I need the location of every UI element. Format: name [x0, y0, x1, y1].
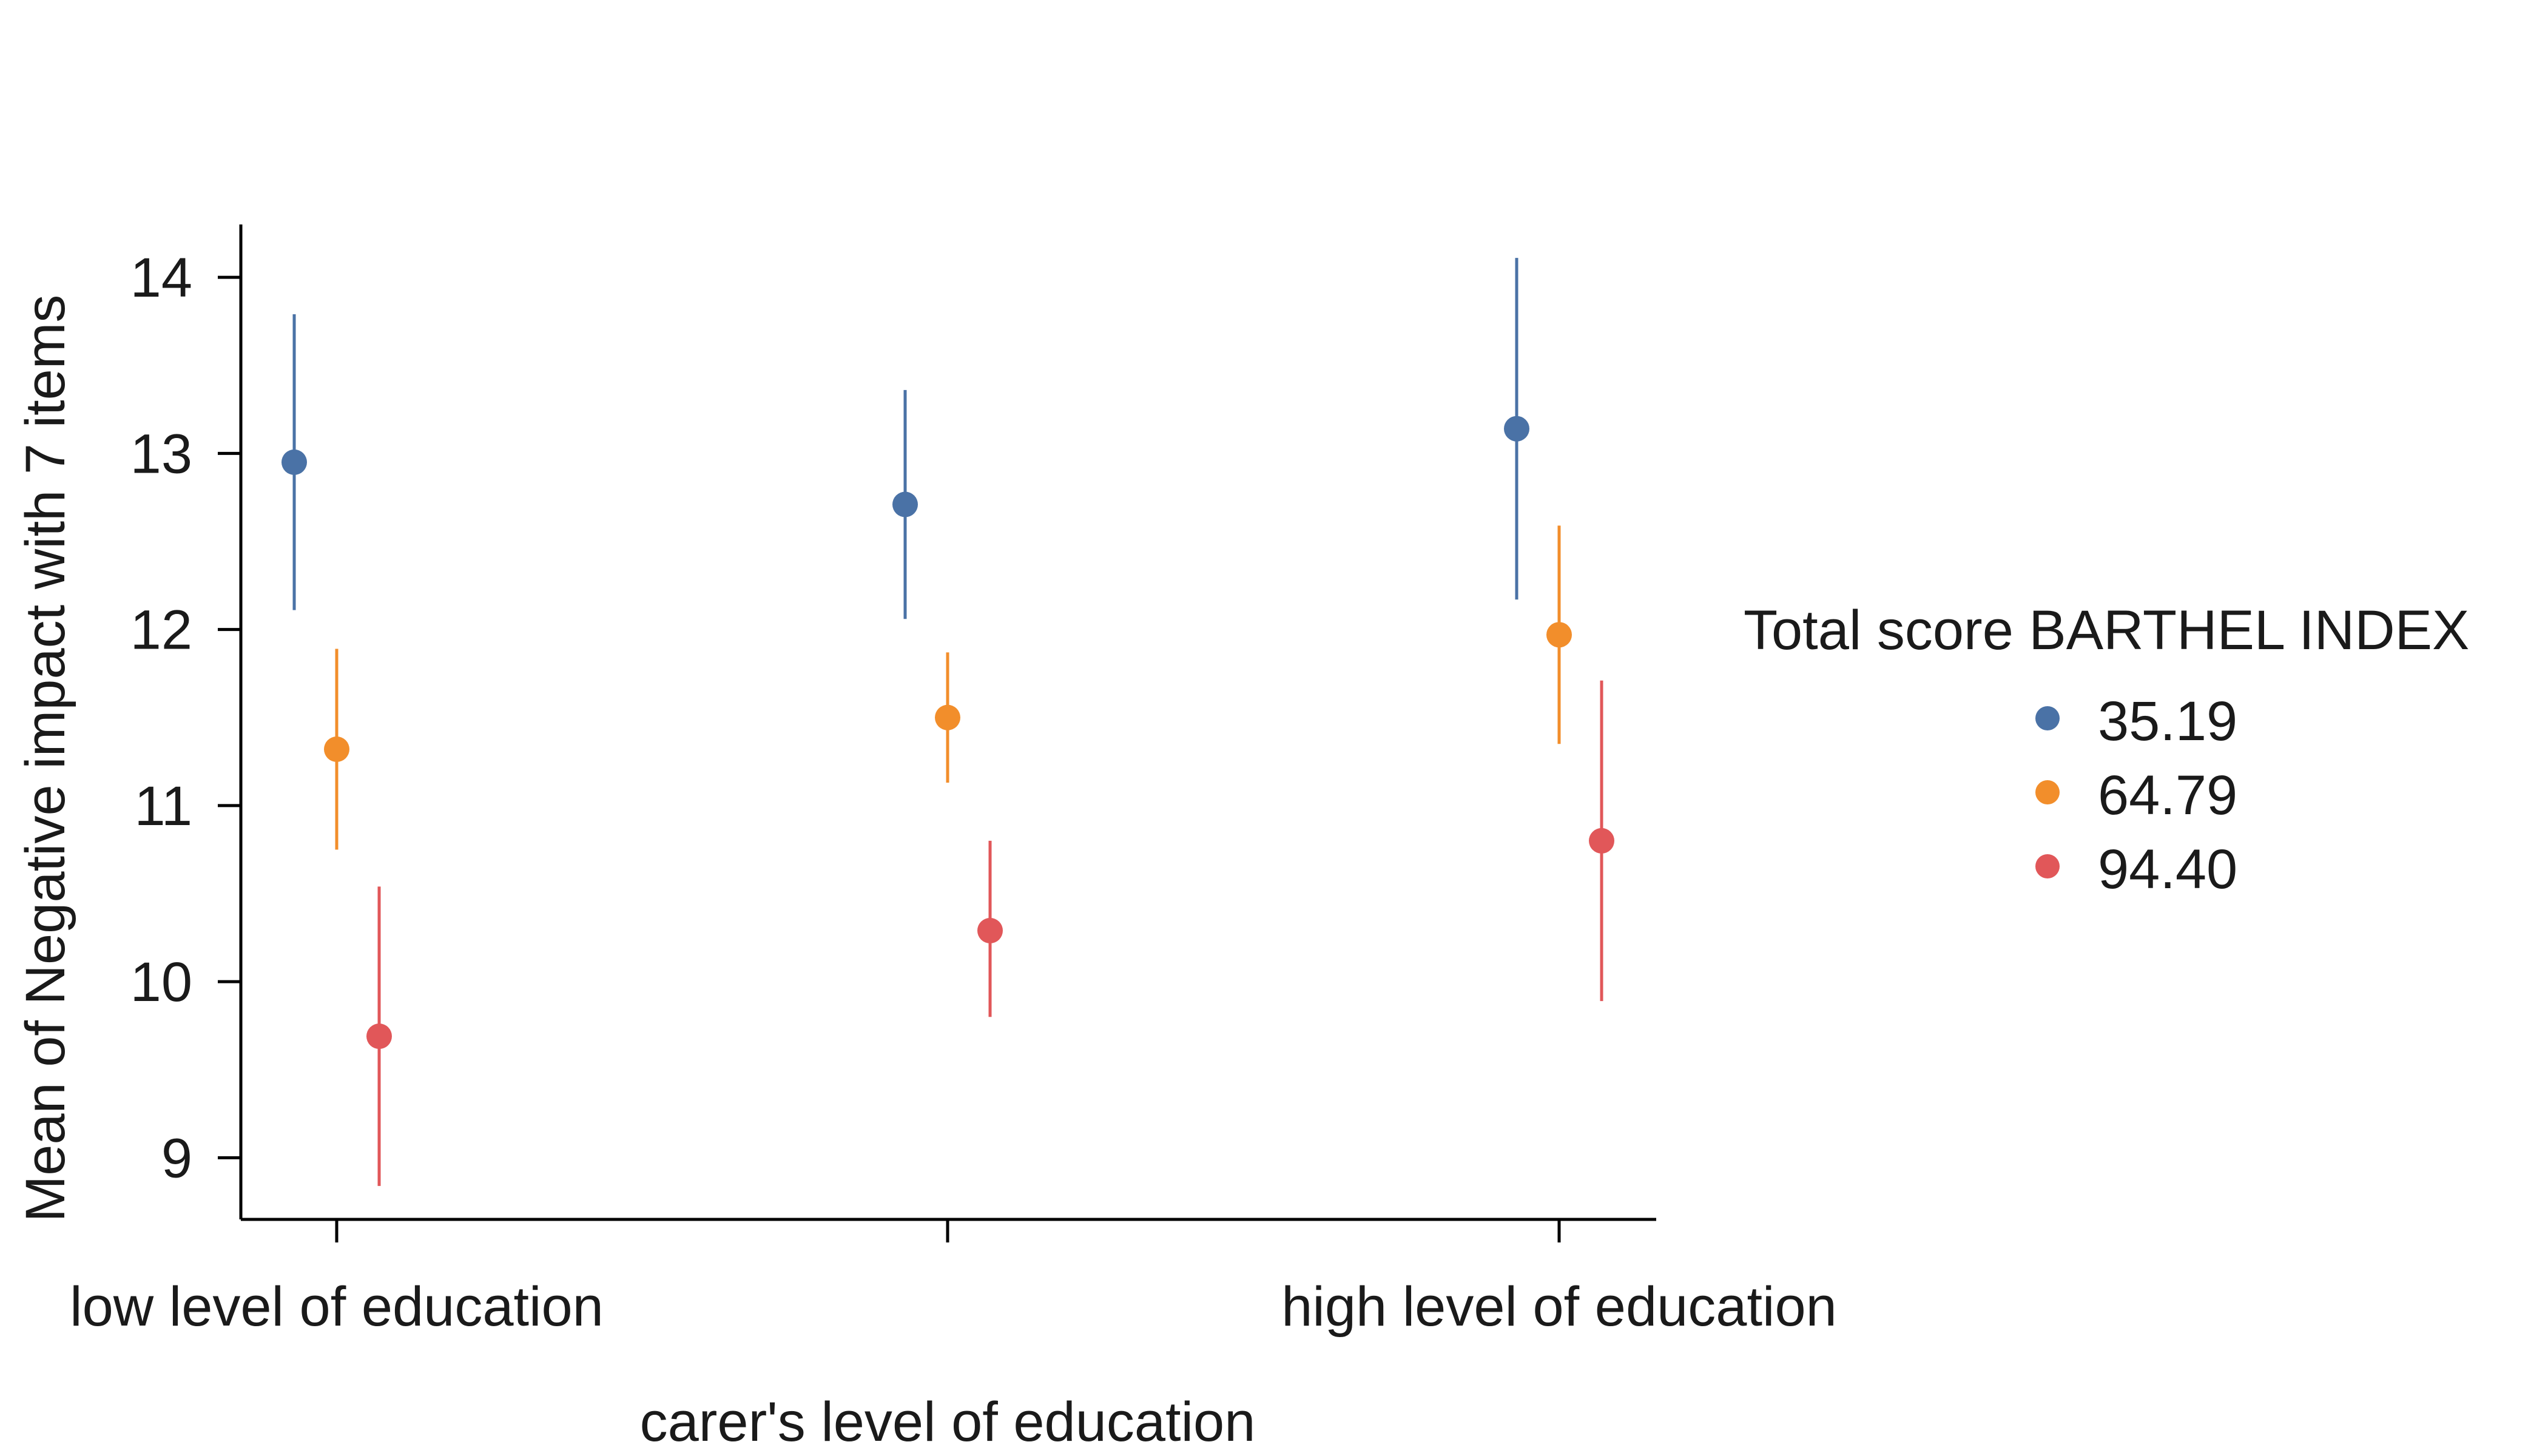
legend-items: 35.19 64.79 94.40: [2035, 690, 2237, 900]
y-tick-label: 10: [130, 951, 192, 1013]
x-tick-label: high level of education: [1281, 1276, 1837, 1338]
series-94.40: [366, 680, 1614, 1186]
legend: Total score BARTHEL INDEX 35.19 64.79 94.4…: [1744, 599, 2469, 900]
data-point: [1546, 622, 1572, 648]
data-point: [1504, 416, 1529, 442]
y-tick-label: 13: [130, 423, 192, 485]
y-tick-label: 11: [134, 775, 192, 837]
data-point: [977, 917, 1003, 943]
data-point: [324, 736, 349, 762]
y-tick-label: 14: [130, 247, 192, 309]
legend-label: 64.79: [2098, 764, 2237, 826]
legend-title: Total score BARTHEL INDEX: [1744, 599, 2469, 661]
legend-swatch: [2035, 706, 2060, 730]
legend-swatch: [2035, 780, 2060, 804]
data-point: [366, 1023, 392, 1050]
data-point: [281, 449, 307, 475]
data-point: [935, 704, 960, 730]
y-axis-title: Mean of Negative impact with 7 items: [15, 295, 76, 1222]
x-tick-label: low level of education: [70, 1276, 604, 1338]
y-tick-label: 9: [161, 1127, 192, 1189]
series-layer: [281, 258, 1614, 1186]
x-ticks: low level of education high level of educ…: [70, 1219, 1837, 1338]
y-tick-label: 12: [130, 599, 192, 661]
legend-swatch: [2035, 854, 2060, 878]
y-ticks: 9 10 11 12 13 14: [130, 247, 241, 1189]
data-point: [892, 491, 918, 517]
series-64.79: [324, 525, 1572, 850]
legend-label: 35.19: [2098, 690, 2237, 752]
series-35.19: [281, 258, 1529, 619]
x-axis-title: carer's level of education: [640, 1391, 1256, 1453]
data-point: [1589, 827, 1614, 854]
legend-label: 94.40: [2098, 838, 2237, 900]
plot-area: 9 10 11 12 13 14 low level of education high l…: [70, 224, 1837, 1338]
